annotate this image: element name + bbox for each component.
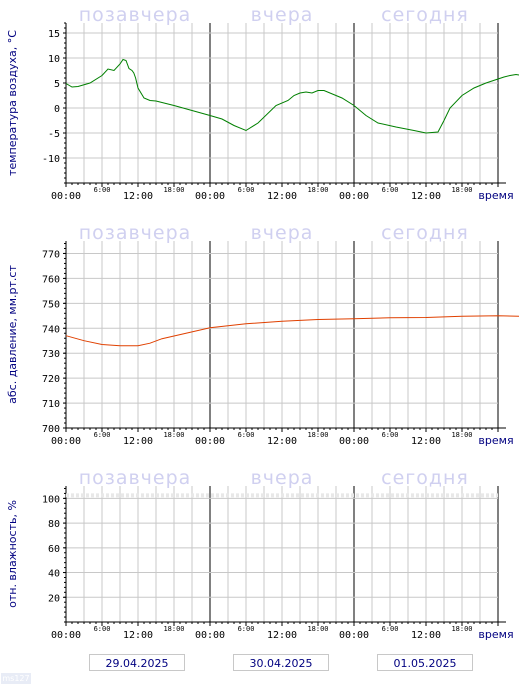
x-minor-tick-label: 6:00 bbox=[238, 186, 255, 194]
y-tick-label: 80 bbox=[48, 519, 60, 530]
x-tick-label: 12:00 bbox=[411, 630, 441, 641]
x-minor-tick-label: 6:00 bbox=[382, 625, 399, 633]
x-minor-tick-label: 18:00 bbox=[451, 431, 472, 439]
x-minor-tick-label: 18:00 bbox=[451, 186, 472, 194]
time-axis-label: время bbox=[478, 628, 513, 641]
x-minor-tick-label: 18:00 bbox=[307, 625, 328, 633]
x-minor-tick-label: 6:00 bbox=[238, 625, 255, 633]
x-minor-tick-label: 6:00 bbox=[238, 431, 255, 439]
y-tick-label: 740 bbox=[42, 324, 60, 335]
x-minor-tick-label: 18:00 bbox=[163, 625, 184, 633]
x-tick-label: 00:00 bbox=[51, 436, 81, 447]
x-tick-label: 00:00 bbox=[195, 191, 225, 202]
x-tick-label: 00:00 bbox=[195, 436, 225, 447]
x-tick-label: 12:00 bbox=[267, 191, 297, 202]
y-tick-label: 20 bbox=[48, 593, 60, 604]
day-label: сегодня bbox=[381, 4, 469, 26]
y-tick-label: 60 bbox=[48, 544, 60, 555]
y-tick-label: -10 bbox=[42, 154, 60, 165]
x-tick-label: 00:00 bbox=[195, 630, 225, 641]
day-label: позавчера bbox=[79, 467, 192, 489]
y-tick-label: 40 bbox=[48, 569, 60, 580]
x-minor-tick-label: 18:00 bbox=[163, 431, 184, 439]
x-tick-label: 00:00 bbox=[339, 436, 369, 447]
day-label: позавчера bbox=[79, 4, 192, 26]
x-minor-tick-label: 18:00 bbox=[307, 431, 328, 439]
chart-panel-3: позавчера вчера сегодня 100 80 60 40 20 00:00 12:… bbox=[6, 467, 514, 641]
y-tick-label: 720 bbox=[42, 374, 60, 385]
time-axis-label: время bbox=[478, 434, 513, 447]
day-label: позавчера bbox=[79, 222, 192, 244]
y-tick-label: 750 bbox=[42, 299, 60, 310]
x-tick-label: 00:00 bbox=[51, 630, 81, 641]
day-label: сегодня bbox=[381, 222, 469, 244]
x-minor-tick-label: 18:00 bbox=[163, 186, 184, 194]
x-minor-tick-label: 6:00 bbox=[94, 186, 111, 194]
x-tick-label: 12:00 bbox=[411, 436, 441, 447]
x-tick-label: 12:00 bbox=[123, 630, 153, 641]
series-line bbox=[65, 58, 519, 134]
watermark: ms127 bbox=[1, 673, 31, 684]
y-tick-label: 770 bbox=[42, 249, 60, 260]
y-tick-label: 730 bbox=[42, 349, 60, 360]
day-label: вчера bbox=[251, 4, 314, 26]
chart-panel-2: позавчера вчера сегодня 770 760 750 740 730 720 7… bbox=[6, 222, 519, 447]
y-tick-label: 100 bbox=[42, 494, 60, 505]
x-tick-label: 12:00 bbox=[123, 191, 153, 202]
y-tick-label: 10 bbox=[48, 54, 60, 65]
y-tick-label: 5 bbox=[54, 79, 60, 90]
date-yesterday: 30.04.2025 bbox=[233, 654, 329, 671]
y-tick-label: -5 bbox=[48, 129, 60, 140]
x-tick-label: 12:00 bbox=[267, 630, 297, 641]
date-today: 01.05.2025 bbox=[377, 654, 473, 671]
x-tick-label: 12:00 bbox=[123, 436, 153, 447]
x-tick-label: 12:00 bbox=[267, 436, 297, 447]
x-minor-tick-label: 6:00 bbox=[94, 431, 111, 439]
x-minor-tick-label: 6:00 bbox=[382, 431, 399, 439]
y-tick-label: 760 bbox=[42, 274, 60, 285]
y-axis-title: абс. давление, мм.рт.ст bbox=[6, 265, 19, 404]
x-minor-tick-label: 6:00 bbox=[382, 186, 399, 194]
time-axis-label: время bbox=[478, 189, 513, 202]
x-minor-tick-label: 18:00 bbox=[451, 625, 472, 633]
x-minor-tick-label: 6:00 bbox=[94, 625, 111, 633]
y-axis-title: температура воздуха, °C bbox=[6, 30, 19, 176]
y-tick-label: 15 bbox=[48, 29, 60, 40]
x-tick-label: 00:00 bbox=[51, 191, 81, 202]
y-tick-label: 0 bbox=[54, 104, 60, 115]
x-tick-label: 00:00 bbox=[339, 630, 369, 641]
day-label: сегодня bbox=[381, 467, 469, 489]
x-tick-label: 12:00 bbox=[411, 191, 441, 202]
y-axis-title: отн. влажность, % bbox=[6, 500, 19, 608]
y-tick-label: 700 bbox=[42, 424, 60, 435]
day-label: вчера bbox=[251, 222, 314, 244]
x-minor-tick-label: 18:00 bbox=[307, 186, 328, 194]
x-tick-label: 00:00 bbox=[339, 191, 369, 202]
series-line bbox=[65, 315, 519, 347]
chart-panel-1: позавчера вчера сегодня 15 10 5 0 -5 -10 00:00 12:… bbox=[6, 4, 519, 202]
day-label: вчера bbox=[251, 467, 314, 489]
y-tick-label: 710 bbox=[42, 399, 60, 410]
date-day-before-yesterday: 29.04.2025 bbox=[89, 654, 185, 671]
